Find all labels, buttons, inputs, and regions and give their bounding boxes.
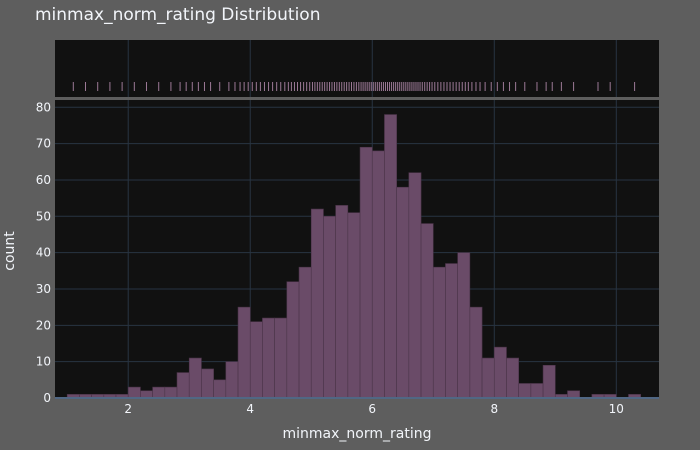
histogram-bar[interactable] (567, 390, 580, 399)
histogram-bar[interactable] (445, 263, 458, 399)
y-tick-label: 30 (36, 282, 51, 296)
histogram-bar[interactable] (457, 252, 471, 399)
rug-plot-area (55, 40, 659, 97)
histogram-bar[interactable] (310, 208, 324, 399)
y-tick-label: 70 (36, 137, 51, 151)
histogram-bar[interactable] (481, 357, 495, 399)
histogram-bar[interactable] (420, 223, 434, 399)
y-tick-label: 20 (36, 318, 51, 332)
histogram-bar[interactable] (371, 150, 385, 399)
histogram-bar[interactable] (201, 368, 214, 399)
x-tick-label: 8 (490, 402, 498, 416)
histogram-bar[interactable] (432, 266, 446, 399)
x-tick-label: 2 (124, 402, 132, 416)
histogram-bar[interactable] (274, 317, 288, 399)
histogram-bar[interactable] (530, 383, 544, 399)
histogram-bar[interactable] (493, 346, 507, 399)
histogram-bar[interactable] (347, 212, 361, 399)
chart-title: minmax_norm_rating Distribution (35, 5, 320, 25)
histogram-bar[interactable] (152, 386, 166, 399)
histogram-bar[interactable] (127, 386, 141, 399)
histogram-bar[interactable] (262, 317, 275, 399)
y-tick-label: 80 (36, 100, 51, 114)
y-tick-label: 60 (36, 173, 51, 187)
y-tick-label: 0 (43, 391, 51, 405)
x-tick-label: 6 (368, 402, 376, 416)
histogram-bar[interactable] (408, 172, 422, 399)
histogram-bar[interactable] (225, 361, 239, 399)
histogram-bar[interactable] (249, 321, 263, 399)
x-tick-label: 10 (609, 402, 624, 416)
x-axis-title: minmax_norm_rating (283, 426, 432, 442)
histogram-bar[interactable] (164, 386, 178, 399)
y-tick-label: 10 (36, 355, 51, 369)
histogram-bar[interactable] (542, 364, 556, 399)
histogram-bar[interactable] (396, 186, 410, 399)
histogram-bar[interactable] (176, 372, 190, 399)
y-tick-label: 50 (36, 209, 51, 223)
histogram-bar[interactable] (213, 379, 227, 399)
histogram-bar[interactable] (140, 390, 153, 399)
histogram-bar[interactable] (518, 383, 532, 399)
x-tick-label: 4 (246, 402, 254, 416)
histogram-bar[interactable] (286, 281, 300, 399)
y-tick-label: 40 (36, 246, 51, 260)
histogram-bar[interactable] (384, 114, 397, 399)
histogram-bar[interactable] (237, 306, 251, 399)
y-axis-title: count (2, 231, 18, 271)
histogram-bar[interactable] (335, 205, 349, 399)
histogram-bar[interactable] (469, 306, 483, 399)
histogram-bar[interactable] (506, 357, 519, 399)
histogram-bar[interactable] (359, 146, 373, 399)
histogram-bar[interactable] (188, 357, 202, 399)
histogram-bar[interactable] (298, 266, 312, 399)
histogram-bar[interactable] (323, 215, 336, 399)
